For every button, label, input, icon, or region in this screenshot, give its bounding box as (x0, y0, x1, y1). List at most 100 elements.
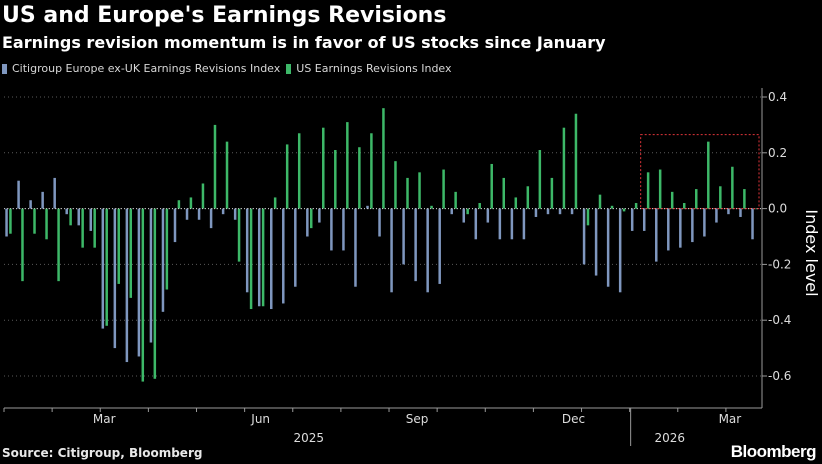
bar-europe (534, 208, 538, 217)
bar-europe (185, 208, 189, 220)
bar-europe (269, 208, 273, 310)
y-axis-title: Index level (802, 209, 821, 296)
bar-us (273, 197, 277, 209)
bar-us (418, 172, 421, 209)
bar-us (574, 113, 578, 209)
bar-europe (558, 208, 562, 215)
bar-us (442, 169, 445, 209)
bar-europe (751, 208, 754, 240)
bar-us (622, 208, 626, 212)
bar-us (586, 208, 590, 226)
bar-us (731, 166, 734, 209)
y-tick-label: 0.2 (768, 146, 787, 160)
bar-us (309, 208, 313, 229)
bar-europe (354, 208, 357, 287)
bar-europe (546, 208, 550, 215)
bar-us (382, 108, 385, 209)
bar-us (334, 150, 337, 209)
bar-europe (642, 208, 646, 231)
bar-us (646, 172, 650, 209)
bar-europe (679, 208, 682, 248)
bar-us (45, 208, 48, 240)
bar-us (81, 208, 84, 248)
bar-europe (438, 208, 441, 284)
bar-us (598, 194, 602, 209)
bar-us (358, 147, 361, 209)
bar-us (755, 208, 758, 210)
bar-europe (606, 208, 610, 287)
bar-us (189, 197, 193, 209)
bar-us (550, 177, 554, 209)
bar-europe (462, 208, 466, 223)
bar-europe (667, 208, 670, 251)
bar-us (322, 127, 325, 209)
y-tick-label: -0.6 (768, 369, 791, 383)
bar-us (719, 186, 722, 209)
bar-us (610, 205, 614, 209)
bar-europe (582, 208, 586, 265)
bar-us (225, 141, 229, 209)
bar-us (105, 208, 108, 326)
bar-europe (17, 180, 20, 209)
chart-subtitle: Earnings revision momentum is in favor o… (2, 33, 606, 52)
bar-us (478, 203, 481, 209)
chart-overlay (4, 134, 762, 210)
bar-europe (161, 208, 165, 312)
bar-europe (282, 208, 285, 304)
bar-europe (137, 208, 141, 357)
legend-label-us: US Earnings Revisions Index (296, 62, 452, 75)
bar-europe (703, 208, 706, 237)
bar-europe (41, 191, 44, 209)
chart-title: US and Europe's Earnings Revisions (2, 3, 447, 28)
x-tick-label: Sep (406, 412, 429, 426)
x-tick-label: Jun (250, 412, 270, 426)
bar-europe (474, 208, 478, 240)
bar-europe (570, 208, 574, 215)
bar-europe (306, 208, 309, 237)
year-label: 2025 (294, 431, 325, 445)
bar-europe (630, 208, 634, 231)
bar-europe (65, 208, 68, 215)
bar-us (490, 163, 493, 209)
bar-us (57, 208, 60, 282)
bar-europe (318, 208, 321, 223)
bar-us (466, 208, 469, 215)
highlight-box (640, 134, 760, 210)
bar-us (69, 208, 72, 226)
bar-us (33, 208, 36, 234)
bar-us (129, 208, 133, 298)
bar-us (93, 208, 96, 248)
bar-us (394, 161, 397, 209)
bar-europe (426, 208, 429, 293)
x-tick-label: Dec (562, 412, 585, 426)
bar-europe (101, 208, 105, 329)
bar-europe (402, 208, 405, 265)
bar-europe (245, 208, 249, 293)
x-tick-label: Mar (93, 412, 116, 426)
legend-swatch-us (286, 63, 292, 74)
bar-us (707, 141, 710, 209)
bar-us (454, 191, 457, 209)
chart-legend: Citigroup Europe ex-UK Earnings Revision… (2, 62, 458, 75)
chart-axes: 0.4 0.2 0.0 -0.2 -0.4 -0.6 Index level Mar Jun Se… (3, 88, 821, 446)
bar-europe (113, 208, 117, 349)
bar-europe (294, 208, 297, 287)
bar-europe (29, 200, 32, 209)
source-note: Source: Citigroup, Bloomberg (2, 446, 203, 460)
bar-europe (221, 208, 225, 215)
bar-europe (414, 208, 417, 282)
bar-us (201, 183, 205, 209)
bar-us (285, 144, 289, 209)
bar-europe (655, 208, 658, 262)
bar-us (237, 208, 241, 262)
bar-europe (727, 208, 730, 215)
x-tick-label: Mar (719, 412, 742, 426)
bar-europe (53, 177, 56, 209)
bar-us (177, 200, 181, 209)
bar-us (695, 189, 698, 209)
bar-us (297, 133, 301, 209)
bar-us (526, 186, 530, 209)
bar-us (658, 169, 662, 209)
bar-us (682, 203, 686, 209)
